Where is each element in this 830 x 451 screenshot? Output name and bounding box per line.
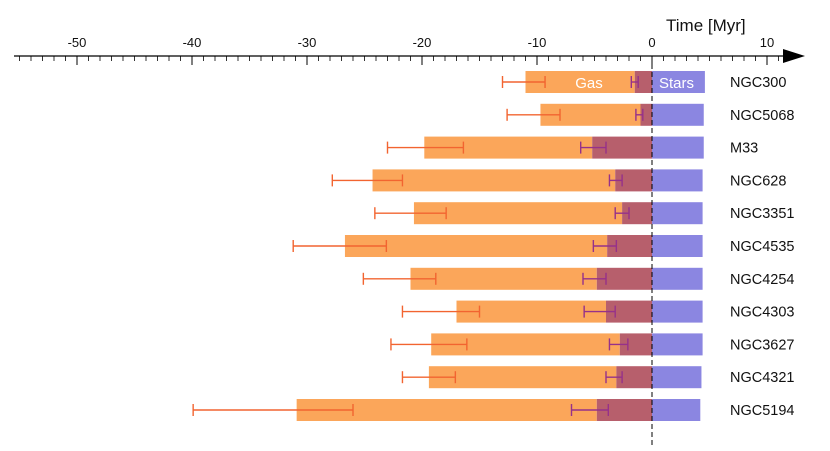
gas-error-bar <box>401 305 481 318</box>
galaxy-row: NGC300 <box>525 71 786 93</box>
stars-legend-label: Stars <box>659 75 694 92</box>
overlap-error-bar <box>592 240 618 252</box>
galaxy-label: NGC4321 <box>730 370 794 386</box>
overlap-error-bar <box>614 207 630 220</box>
gas-error-bar <box>386 141 465 154</box>
tick-label: -40 <box>183 35 202 50</box>
overlap-error-bar <box>580 141 607 154</box>
bars-layer: NGC300 NGC5068 M33 NGC628 NGC3351 NGC4535 NGC4… <box>192 71 794 421</box>
overlap-error-bar <box>635 108 644 121</box>
stars-bar <box>652 136 704 159</box>
gas-error-bar <box>506 108 561 121</box>
gas-bar <box>413 202 623 225</box>
x-axis-label: Time [Myr] <box>666 16 746 35</box>
overlap-bar <box>615 169 652 192</box>
gas-legend-label: Gas <box>575 75 603 92</box>
galaxy-row: NGC4321 <box>428 366 794 389</box>
gas-bar <box>296 399 597 421</box>
gas-error-bar <box>390 338 468 351</box>
galaxy-label: NGC300 <box>730 75 786 91</box>
overlap-error-bar <box>608 174 623 187</box>
overlap-error-bar <box>582 272 607 285</box>
galaxy-label: NGC4303 <box>730 305 794 321</box>
gas-error-bar <box>331 174 404 187</box>
stars-bar <box>652 235 703 257</box>
tick-label: 10 <box>760 35 774 50</box>
overlap-bar <box>606 300 652 323</box>
stars-bar <box>652 300 703 323</box>
gas-error-bar <box>501 76 546 88</box>
tick-label: 0 <box>648 35 655 50</box>
tick-label: -20 <box>413 35 432 50</box>
gas-error-bar <box>292 240 388 252</box>
axis-arrow-icon <box>783 49 805 63</box>
overlap-error-bar <box>608 338 629 351</box>
gas-bar <box>410 267 597 290</box>
stars-bar <box>652 267 703 290</box>
stars-bar <box>652 399 701 421</box>
galaxy-label: NGC628 <box>730 173 786 189</box>
overlap-bar <box>640 103 652 126</box>
overlap-bar <box>634 71 652 93</box>
gas-error-bar <box>401 371 457 384</box>
gas-error-bar <box>192 404 354 416</box>
galaxy-row: NGC3351 <box>413 202 794 225</box>
galaxy-row: M33 <box>424 136 758 159</box>
galaxy-label: NGC5194 <box>730 403 794 419</box>
tick-label: -30 <box>298 35 317 50</box>
galaxy-row: NGC4254 <box>410 267 794 290</box>
gas-bar <box>431 333 620 356</box>
galaxy-label: NGC3627 <box>730 337 794 353</box>
stars-bar <box>652 71 705 93</box>
gas-error-bar <box>362 272 437 285</box>
galaxy-row: NGC628 <box>372 169 786 192</box>
galaxy-row: NGC5194 <box>296 399 794 421</box>
overlap-bar <box>596 399 652 421</box>
gas-bar <box>424 136 593 159</box>
galaxy-label: M33 <box>730 141 758 157</box>
overlap-bar <box>616 366 652 389</box>
gas-bar <box>540 103 641 126</box>
galaxy-label: NGC4254 <box>730 272 794 288</box>
gas-bar <box>372 169 616 192</box>
time-axis: -50 -40 -30 -20 -10 0 10 <box>14 35 805 65</box>
galaxy-label: NGC4535 <box>730 239 794 255</box>
galaxy-row: NGC3627 <box>431 333 794 356</box>
stars-bar <box>652 333 703 356</box>
overlap-error-bar <box>605 371 623 384</box>
galaxy-label: NGC3351 <box>730 206 794 222</box>
galaxy-label: NGC5068 <box>730 108 794 124</box>
galaxy-row: NGC4303 <box>456 300 794 323</box>
overlap-error-bar <box>583 305 616 318</box>
galaxy-row: NGC5068 <box>540 103 794 126</box>
overlap-bar <box>607 235 652 257</box>
stars-bar <box>652 103 704 126</box>
gas-error-bar <box>374 207 447 220</box>
overlap-bar <box>592 136 652 159</box>
tick-label: -50 <box>68 35 87 50</box>
stars-bar <box>652 366 702 389</box>
gas-bar <box>456 300 606 323</box>
overlap-error-bar <box>570 404 609 416</box>
galaxy-row: NGC4535 <box>344 235 794 257</box>
gas-bar <box>428 366 617 389</box>
stars-bar <box>652 202 703 225</box>
overlap-bar <box>596 267 652 290</box>
gas-bar <box>525 71 635 93</box>
stars-bar <box>652 169 703 192</box>
tick-label: -10 <box>528 35 547 50</box>
gas-bar <box>344 235 608 257</box>
overlap-error-bar <box>630 76 639 88</box>
